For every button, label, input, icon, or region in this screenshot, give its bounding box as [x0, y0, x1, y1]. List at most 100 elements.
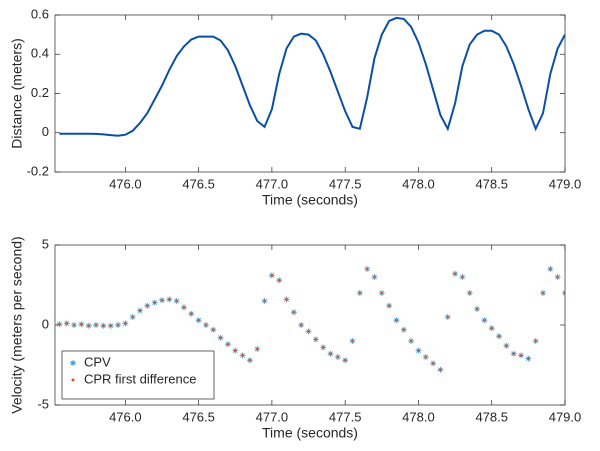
point — [549, 267, 552, 271]
point — [321, 346, 325, 349]
x-tick-label: 477.5 — [329, 176, 362, 191]
point — [131, 315, 134, 319]
x-tick-label: 476.0 — [109, 176, 142, 191]
point — [153, 301, 156, 304]
point — [505, 344, 508, 348]
y-tick-label: 0.2 — [31, 85, 49, 100]
y-tick-label: 5 — [42, 236, 49, 251]
point — [431, 362, 435, 365]
point — [204, 323, 208, 327]
point — [534, 339, 537, 343]
plot-area — [59, 16, 565, 137]
point — [211, 328, 215, 332]
y-tick-label: 0 — [42, 124, 49, 139]
point — [446, 315, 450, 319]
point — [343, 358, 347, 362]
axes-box — [54, 14, 566, 173]
x-tick-label: 478.0 — [402, 409, 435, 424]
point — [336, 355, 340, 359]
legend-label: CPR first difference — [84, 371, 196, 386]
point — [255, 347, 259, 351]
point — [248, 358, 252, 362]
point — [380, 291, 384, 295]
point — [138, 309, 142, 312]
point — [314, 338, 318, 341]
point — [233, 349, 237, 352]
point — [189, 312, 193, 316]
point — [226, 342, 230, 346]
point — [160, 298, 164, 302]
point — [329, 352, 332, 356]
point — [351, 339, 354, 343]
point — [424, 355, 428, 359]
point — [219, 336, 222, 340]
x-tick-label: 476.0 — [109, 409, 142, 424]
x-tick-label: 477.5 — [329, 409, 362, 424]
x-tick-label: 479.0 — [549, 409, 582, 424]
point — [292, 310, 296, 314]
legend-marker — [71, 378, 75, 382]
y-tick-label: 0 — [42, 316, 49, 331]
point — [58, 322, 61, 326]
point — [277, 278, 281, 282]
point — [461, 275, 464, 279]
point — [365, 267, 369, 271]
x-tick-label: 477.0 — [256, 409, 289, 424]
x-tick-label: 478.5 — [475, 409, 508, 424]
point — [417, 349, 420, 352]
point — [490, 326, 494, 330]
point — [241, 354, 244, 357]
x-axis-label: Time (seconds) — [262, 425, 358, 441]
point — [439, 368, 442, 372]
point — [358, 291, 362, 295]
point — [72, 323, 76, 327]
point — [409, 339, 413, 343]
x-tick-label: 477.0 — [256, 176, 289, 191]
y-tick-label: 0.6 — [31, 6, 49, 21]
point — [373, 275, 376, 279]
point — [395, 318, 398, 322]
point — [512, 352, 516, 356]
point — [102, 324, 105, 328]
point — [556, 275, 559, 279]
point — [527, 357, 530, 360]
point — [299, 323, 303, 327]
point — [94, 323, 98, 327]
y-tick-label: -5 — [37, 396, 49, 411]
point — [519, 354, 523, 357]
point — [80, 322, 83, 326]
point — [175, 299, 178, 303]
point — [475, 307, 479, 311]
point — [541, 291, 545, 295]
data-line — [59, 16, 565, 137]
point — [285, 298, 288, 301]
point — [453, 272, 457, 276]
point — [182, 306, 186, 309]
axes-box — [54, 244, 566, 406]
plot-area — [56, 266, 565, 373]
point — [497, 334, 501, 338]
y-axis-label: Velocity (meters per second) — [9, 236, 25, 413]
x-tick-label: 478.5 — [475, 176, 508, 191]
point — [270, 274, 274, 277]
legend-marker — [70, 360, 76, 366]
legend-label: CPV — [84, 354, 111, 369]
point — [197, 318, 200, 322]
y-tick-label: -0.2 — [27, 163, 49, 178]
point — [307, 330, 310, 333]
point — [168, 298, 171, 301]
y-tick-label: 0.4 — [31, 46, 49, 61]
point — [402, 328, 406, 332]
x-tick-label: 476.5 — [182, 409, 215, 424]
point — [468, 291, 472, 295]
point — [116, 323, 120, 327]
x-tick-label: 478.0 — [402, 176, 435, 191]
point — [483, 318, 486, 322]
point — [109, 324, 112, 328]
point — [263, 299, 266, 303]
y-axis-label: Distance (meters) — [9, 38, 25, 148]
x-axis-label: Time (seconds) — [262, 192, 358, 208]
x-tick-label: 476.5 — [182, 176, 215, 191]
point — [146, 304, 149, 308]
